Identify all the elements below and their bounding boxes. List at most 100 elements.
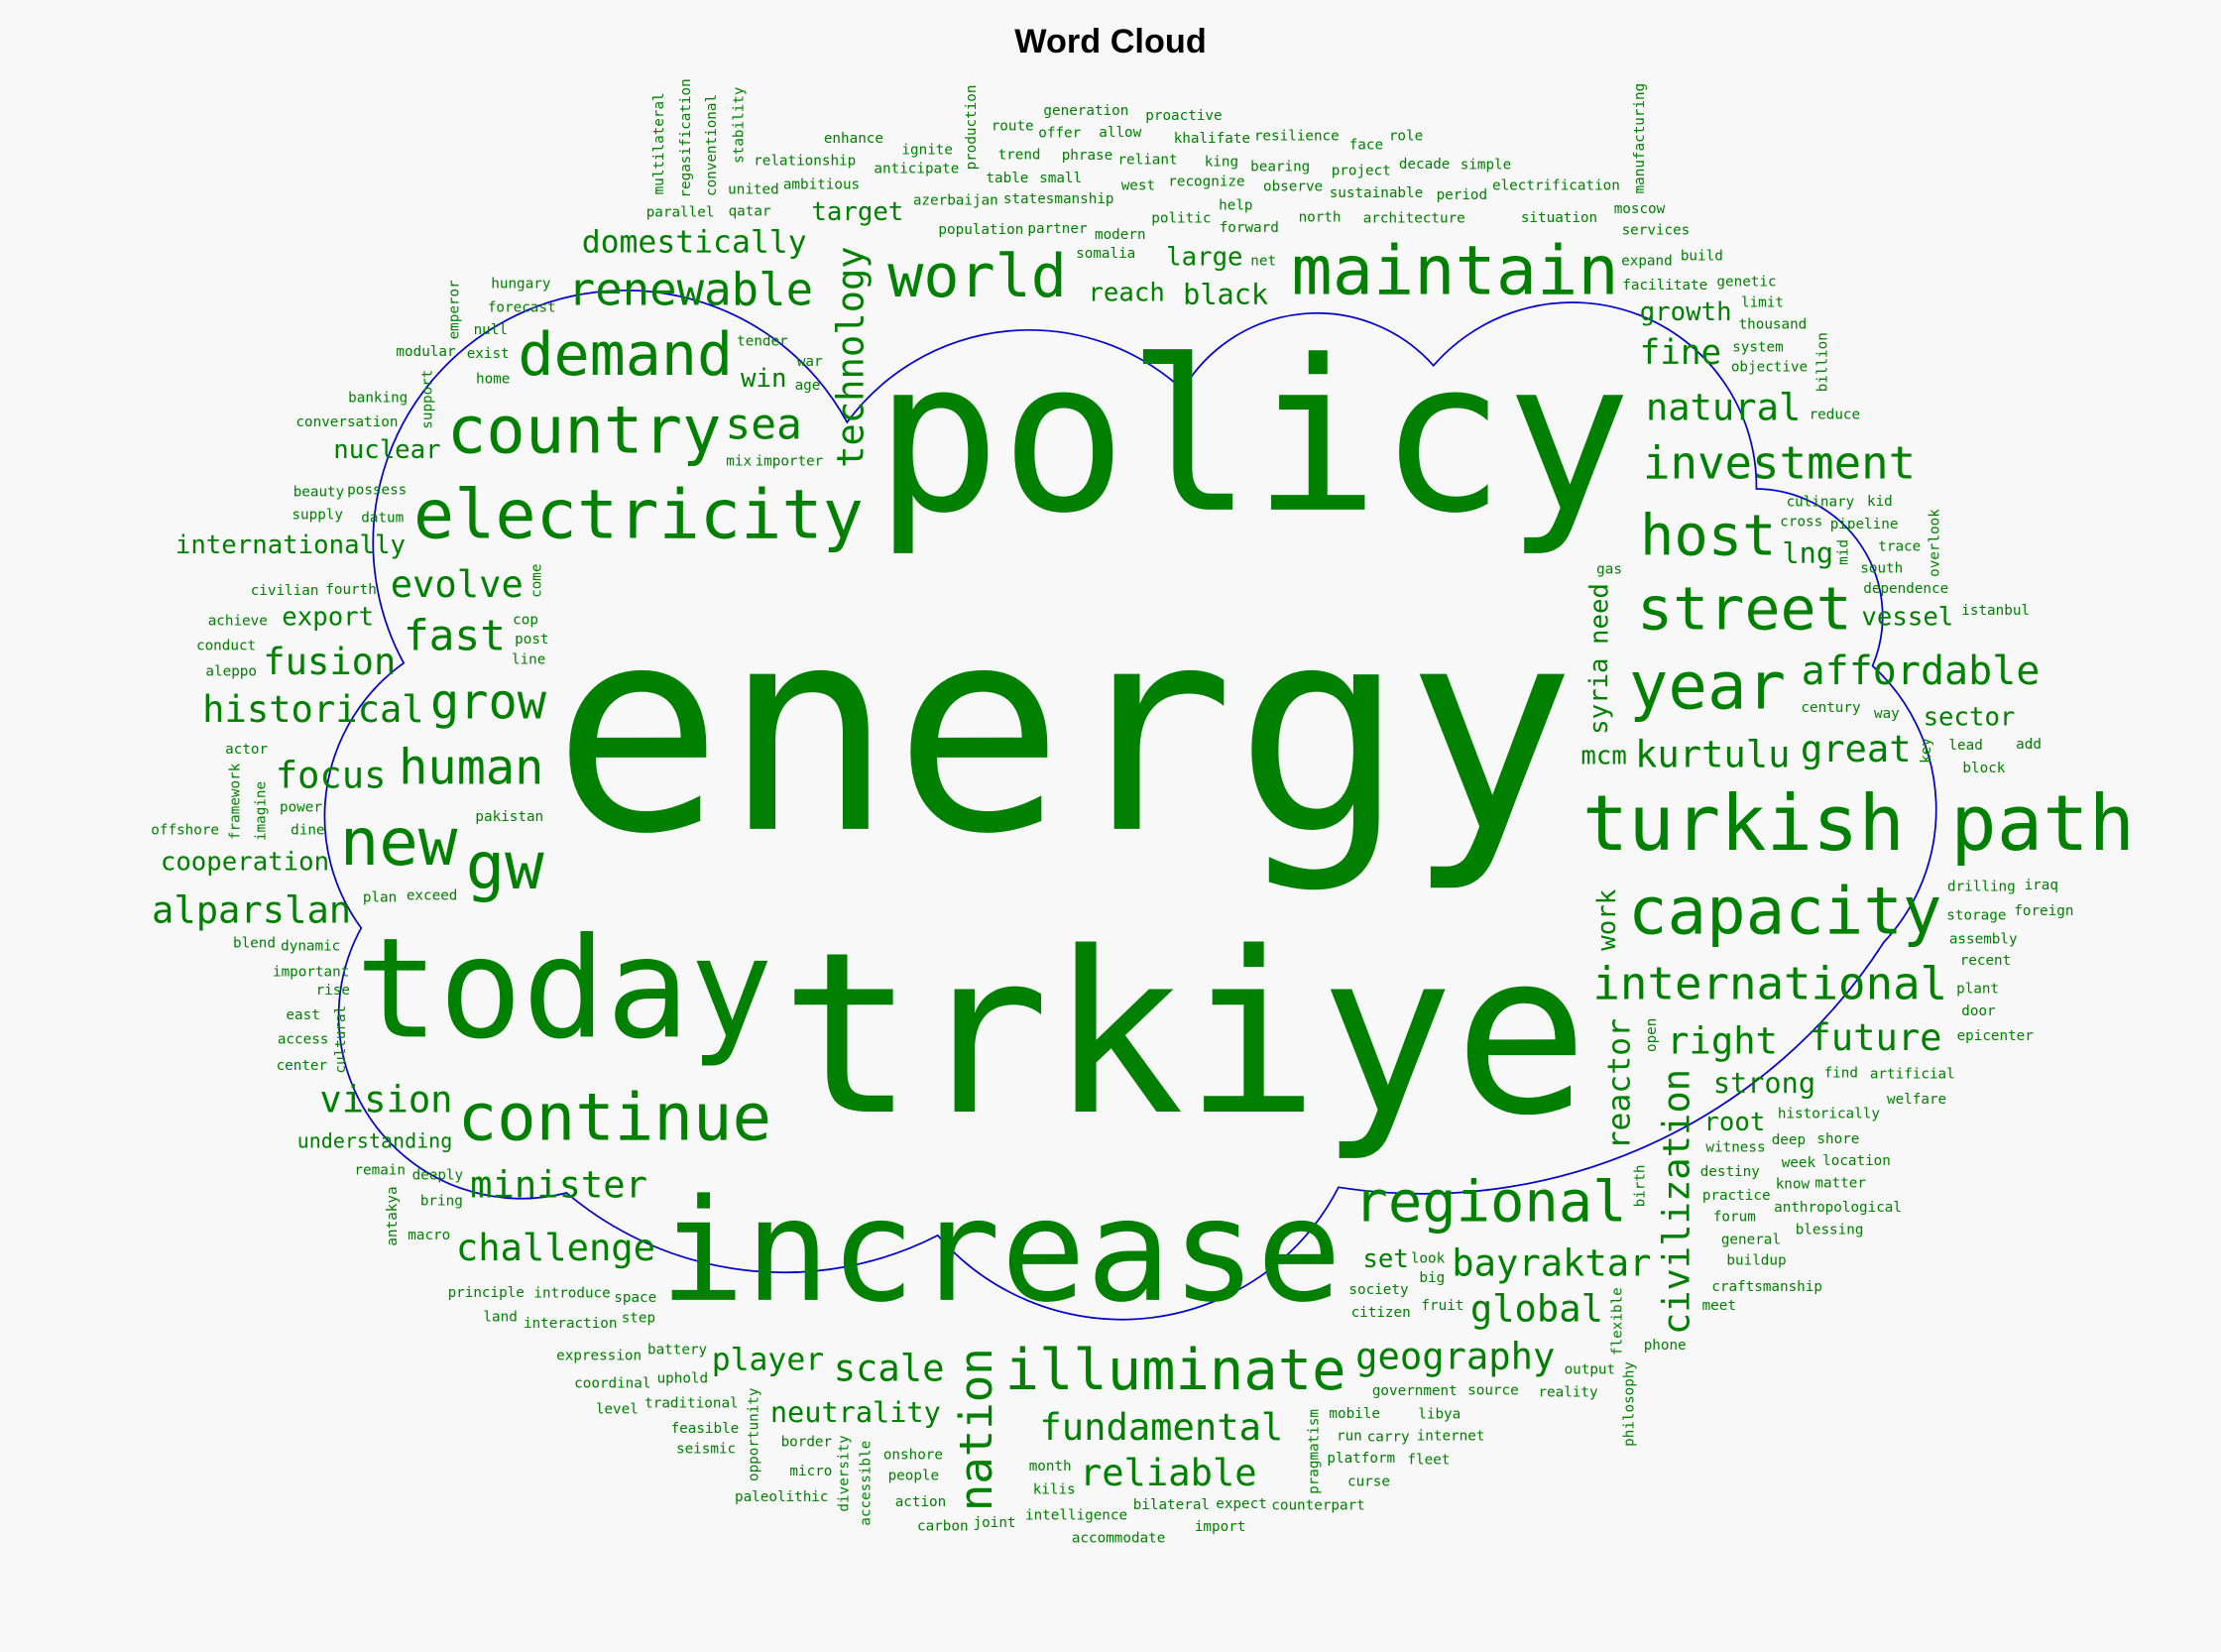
word: ignite [901,142,953,158]
word: work [1592,888,1622,950]
word: dynamic [281,938,340,954]
word: matter [1814,1175,1866,1191]
word: net [1250,254,1276,270]
word: world [887,242,1067,311]
word: line [512,652,545,668]
word: istanbul [1961,603,2030,619]
word: internet [1417,1428,1485,1444]
word: modern [1095,227,1146,243]
word: import [1195,1519,1246,1535]
word: forward [1220,220,1279,236]
word: age [795,378,821,394]
word: continue [458,1080,771,1155]
word: partner [1027,221,1088,237]
word: trkiye [780,904,1588,1165]
word: bearing [1250,160,1310,176]
word: west [1121,178,1155,194]
word: carry [1367,1429,1410,1445]
word: level [596,1402,639,1418]
word: step [622,1310,655,1326]
word: conventional [704,94,720,196]
word: general [1721,1233,1781,1248]
word: reliant [1117,153,1177,169]
word: fruit [1421,1298,1463,1314]
word: nation [950,1348,1002,1511]
word: uphold [657,1371,709,1387]
word: conversation [295,414,398,430]
word: society [1348,1282,1409,1298]
word: production [964,85,980,171]
word: relationship [754,153,856,169]
word: expand [1621,253,1673,269]
word: intelligence [1025,1507,1127,1523]
word: coordinal [574,1375,650,1391]
word: supply [292,508,343,524]
word: vision [319,1078,452,1121]
word: cross [1780,514,1822,530]
word: bilateral [1133,1497,1210,1513]
word: battery [647,1343,708,1358]
word: offshore [151,823,219,839]
word: period [1437,187,1488,203]
word: source [1467,1383,1519,1399]
word: plant [1956,981,1999,997]
word: importer [756,454,824,470]
word: look [1411,1250,1446,1266]
word: pipeline [1830,517,1899,532]
word: cop [513,612,538,628]
word: increase [659,1168,1342,1334]
word: win [741,364,786,394]
word: set [1362,1244,1408,1274]
word: civilian [251,583,319,599]
word: post [515,632,548,648]
word: anticipate [874,161,959,177]
word: nuclear [333,435,440,465]
word: micro [789,1464,832,1479]
word: kilis [1033,1482,1076,1498]
word: know [1776,1177,1811,1193]
word: welfare [1887,1092,1946,1108]
word: iraq [2025,878,2058,893]
word: kid [1867,494,1893,510]
word: grow [430,675,547,731]
word: strong [1713,1066,1815,1100]
word: natural [1646,387,1801,429]
word: macro [408,1228,450,1243]
word: project [1332,163,1391,178]
word: paleolithic [735,1489,828,1505]
word: player [712,1343,824,1378]
word: regional [1353,1170,1626,1236]
word: offer [1038,126,1081,142]
word: null [474,322,508,338]
word: manufacturing [1632,83,1648,194]
word: statesmanship [1003,191,1114,207]
word: onshore [883,1448,943,1464]
word: east [286,1007,319,1023]
word: need [1585,583,1615,645]
word: deeply [412,1167,464,1183]
word: destiny [1700,1164,1761,1180]
word: politic [1151,211,1211,227]
word: trend [998,147,1041,163]
word: king [1205,155,1238,171]
word: antakya [385,1186,401,1245]
word: dine [291,823,324,839]
word: cooperation [161,848,329,878]
word: global [1470,1287,1603,1330]
word: enhance [824,131,883,147]
word: moscow [1614,201,1666,217]
word: human [399,740,543,795]
word: pakistan [475,809,543,825]
word: country [447,393,722,468]
word: diversity [836,1435,852,1512]
word: south [1860,560,1903,576]
word: birth [1632,1164,1648,1207]
word: objective [1731,360,1808,376]
word: action [895,1494,947,1510]
word: limit [1741,295,1784,311]
word: stability [731,86,747,164]
word: exist [467,346,510,362]
word: host [1640,504,1777,569]
word: help [1219,198,1252,214]
